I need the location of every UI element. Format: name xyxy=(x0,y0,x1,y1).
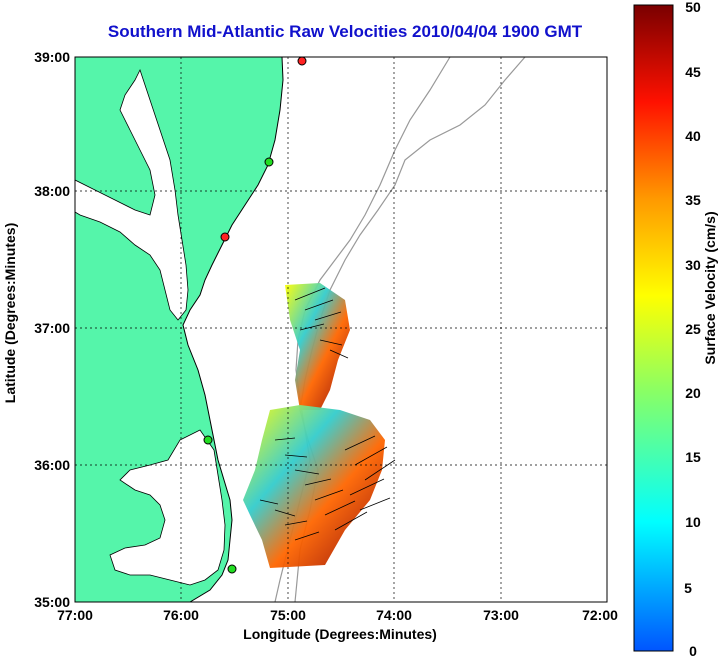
colorbar-tick-label: 20 xyxy=(685,385,701,401)
velocity-vectors xyxy=(259,287,396,541)
station-marker xyxy=(203,435,213,445)
grid xyxy=(75,57,607,602)
station-marker xyxy=(264,157,274,167)
colorbar-tick-label: 45 xyxy=(685,64,701,80)
chesapeake-bay xyxy=(75,68,189,321)
colorbar xyxy=(633,4,674,652)
colorbar-label: Surface Velocity (cm/s) xyxy=(702,211,718,365)
colorbar-tick-label: 15 xyxy=(685,449,701,465)
colorbar-tick-label: 50 xyxy=(685,0,701,15)
station-marker xyxy=(227,564,237,574)
x-tick-label: 77:00 xyxy=(57,607,93,623)
x-axis: 77:00 76:00 75:00 74:00 73:00 72:00 xyxy=(57,607,618,623)
colorbar-tick-label: 10 xyxy=(685,514,701,530)
y-tick-label: 39:00 xyxy=(34,49,70,65)
colorbar-ticks: 0 5 10 15 20 25 30 35 40 45 50 xyxy=(684,0,701,659)
y-tick-label: 38:00 xyxy=(34,183,70,199)
x-tick-label: 72:00 xyxy=(582,607,618,623)
x-tick-label: 73:00 xyxy=(483,607,519,623)
velocity-field-north xyxy=(285,283,350,410)
map-title: Southern Mid-Atlantic Raw Velocities 201… xyxy=(107,22,583,41)
x-tick-label: 74:00 xyxy=(376,607,412,623)
colorbar-tick-label: 35 xyxy=(685,192,701,208)
pamlico-sound xyxy=(109,429,226,586)
colorbar-tick-label: 0 xyxy=(689,643,697,659)
colorbar-tick-label: 5 xyxy=(684,580,692,596)
colorbar-tick-label: 30 xyxy=(685,257,701,273)
station-marker xyxy=(297,57,307,66)
map-frame xyxy=(74,56,608,603)
velocity-field-south xyxy=(243,405,385,568)
x-tick-label: 76:00 xyxy=(163,607,199,623)
colorbar-tick-label: 40 xyxy=(685,128,701,144)
y-axis-label: Latitude (Degrees:Minutes) xyxy=(2,222,18,404)
x-axis-label: Longitude (Degrees:Minutes) xyxy=(243,626,437,642)
station-marker xyxy=(220,232,230,242)
colorbar-tick-label: 25 xyxy=(685,321,701,337)
y-tick-label: 35:00 xyxy=(34,594,70,610)
y-tick-label: 37:00 xyxy=(34,320,70,336)
x-tick-label: 75:00 xyxy=(270,607,306,623)
y-axis: 39:00 38:00 37:00 36:00 35:00 xyxy=(34,49,70,610)
y-tick-label: 36:00 xyxy=(34,457,70,473)
